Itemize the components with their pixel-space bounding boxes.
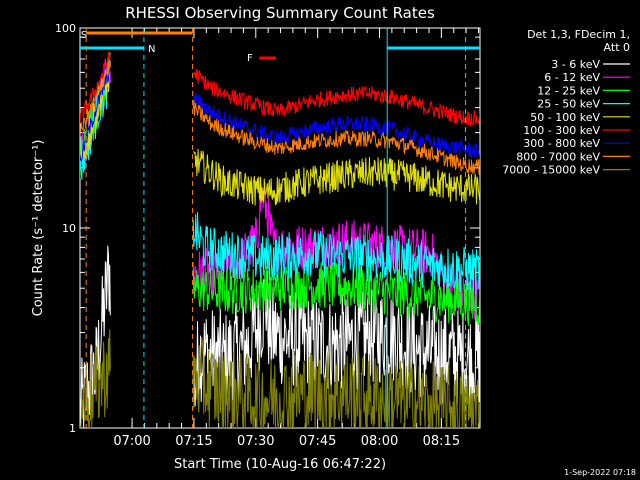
x-tick-label: 07:00	[113, 434, 150, 449]
legend-header: Att 0	[604, 41, 630, 54]
y-tick-label: 1	[69, 422, 76, 435]
series-line	[192, 270, 480, 408]
x-tick-label: 08:00	[361, 434, 398, 449]
chart-title: RHESSI Observing Summary Count Rates	[125, 4, 435, 22]
legend-label: 50 - 100 keV	[530, 111, 600, 124]
y-tick-label: 100	[55, 22, 76, 35]
series-line	[192, 211, 480, 295]
timestamp: 1-Sep-2022 07:18	[564, 468, 636, 477]
series-line	[192, 89, 480, 160]
axes: 1 10 100 07:00 07:15 07:30 07:45 08:00 08:15	[55, 22, 481, 449]
x-axis-label: Start Time (10-Aug-16 06:47:22)	[174, 457, 386, 472]
series-line	[192, 68, 480, 128]
series-line	[80, 51, 111, 124]
series-line	[193, 148, 480, 206]
legend-label: 6 - 12 keV	[544, 71, 600, 84]
legend-label: 100 - 300 keV	[523, 124, 600, 137]
legend-label: 12 - 25 keV	[537, 84, 600, 97]
x-tick-label: 07:45	[299, 434, 336, 449]
night-flag-label: N	[148, 44, 155, 55]
legend-header: Det 1,3, FDecim 1,	[527, 28, 630, 41]
flare-flag-label: F	[247, 53, 253, 64]
legend-label: 3 - 6 keV	[551, 58, 600, 71]
series-line	[80, 65, 111, 163]
observing-markers: S N F	[80, 28, 480, 428]
legend-label: 7000 - 15000 keV	[502, 164, 600, 177]
series-line	[192, 260, 480, 326]
series-layer	[80, 51, 480, 428]
y-tick-label: 10	[62, 222, 76, 235]
series-line	[80, 59, 111, 133]
legend-label: 800 - 7000 keV	[516, 150, 600, 163]
x-tick-label: 07:15	[175, 434, 212, 449]
y-axis-label: Count Rate (s⁻¹ detector⁻¹)	[31, 140, 46, 317]
x-tick-label: 07:30	[237, 434, 274, 449]
series-line	[192, 337, 480, 428]
saa-flag-label: S	[81, 30, 87, 41]
series-line	[192, 100, 480, 175]
legend-label: 300 - 800 keV	[523, 137, 600, 150]
x-tick-label: 08:15	[423, 434, 460, 449]
series-line	[80, 66, 111, 163]
legend-label: 25 - 50 keV	[537, 98, 600, 111]
series-line	[80, 329, 111, 428]
